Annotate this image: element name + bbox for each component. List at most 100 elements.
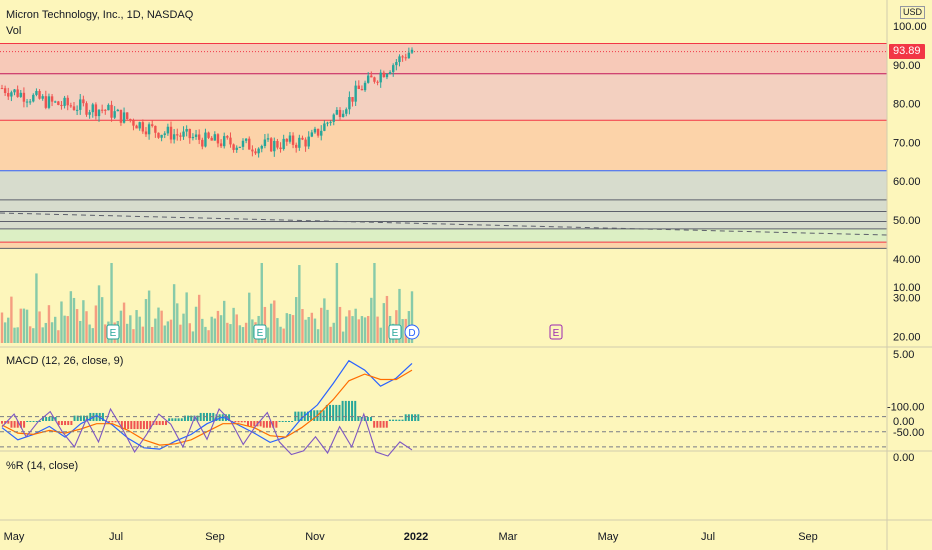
candle-body [72,106,76,111]
volume-bar [266,327,270,343]
candle-body [10,92,13,97]
time-axis-tick: Mar [499,531,518,543]
macd-histogram [1,400,420,430]
price-zone-0 [0,43,887,74]
macd-hist-bar [347,400,350,421]
macd-hist-bar [379,421,382,428]
volume-bar [357,319,360,343]
candle-body [91,104,94,113]
macd-hist-bar [401,419,404,421]
candle-body [329,121,332,123]
earnings-marker-label: E [257,328,264,339]
candle-body [132,120,135,126]
volume-bar [47,305,51,343]
candle-body [263,139,267,147]
macd-hist-bar [310,410,313,421]
candle-body [188,129,191,139]
candle-body [279,147,282,150]
candle-body [291,135,295,145]
volume-bar [276,318,279,343]
candle-body [185,129,188,132]
candle-body [407,52,411,59]
volume-bar [79,320,82,343]
earnings-marker-label: E [110,328,117,339]
volume-bar [191,331,195,343]
volume-bar [248,292,251,343]
willr-axis-tick: 0.00 [893,452,914,464]
candle-body [298,137,301,148]
volume-bar [75,309,79,343]
macd-hist-bar [247,421,249,427]
macd-hist-bar [240,421,243,423]
candle-body [38,90,41,99]
candle-body [201,139,204,147]
volume-bar [216,310,220,343]
candle-body [385,73,389,78]
time-axis-tick: Sep [798,531,818,543]
candle-body [363,82,367,91]
macd-hist-bar [344,400,347,421]
candle-body [169,126,173,140]
candle-body [388,72,392,74]
volume-bar [38,311,41,343]
macd-hist-bar [196,415,199,421]
candle-body [13,89,16,93]
candle-body [379,72,382,83]
candle-body [235,147,238,150]
volume-bar [338,306,342,343]
macd-hist-bar [224,414,227,421]
candle-body [244,138,248,141]
volume-bar [244,322,248,343]
macd-hist-bar [335,404,338,421]
time-axis-tick: Nov [305,531,325,543]
candle-body [129,118,132,121]
candle-body [47,96,51,108]
macd-hist-bar [269,421,272,428]
macd-hist-bar [234,421,237,423]
price-zone-5 [0,242,887,249]
volume-bar [50,322,54,343]
currency-badge[interactable]: USD [900,6,926,19]
volume-bar [28,326,32,343]
macd-hist-bar [275,421,278,428]
candle-body [360,88,364,91]
dividend-marker-label: D [408,328,415,339]
macd-hist-bar [187,415,190,421]
candle-body [7,93,10,97]
volume-bar [213,318,217,343]
macd-hist-bar [171,418,174,421]
macd-hist-bar [325,404,328,421]
macd-axis-tick: 0.00 [893,416,914,428]
volume-bar [251,319,254,343]
macd-hist-bar [38,421,41,422]
volume-bar [194,306,198,343]
volume-bar [360,316,364,343]
macd-hist-bar [89,412,92,421]
candle-body [269,138,273,152]
candle-body [182,131,185,137]
macd-hist-bar [124,421,126,430]
candle-body [282,138,285,150]
macd-hist-bar [376,421,379,428]
earnings-marker [106,324,120,340]
macd-hist-bar [281,421,284,422]
volume-bar [160,310,163,343]
volume-bar [16,327,19,343]
volume-bar [197,294,201,343]
macd-hist-bar [67,421,70,426]
macd-hist-bar [180,418,183,421]
price-axis-tick: 100.00 [893,21,927,33]
candle-body [345,109,348,114]
macd-hist-bar [95,412,98,421]
macd-hist-bar [29,421,32,422]
price-axis-tick: 70.00 [893,137,921,149]
candle-body [163,133,166,135]
price-axis-tick: 50.00 [893,215,921,227]
volume-bar [169,319,173,343]
volume-bar [125,323,129,343]
volume-bar [379,327,382,343]
candle-body [304,139,307,147]
macd-hist-bar [86,415,89,421]
